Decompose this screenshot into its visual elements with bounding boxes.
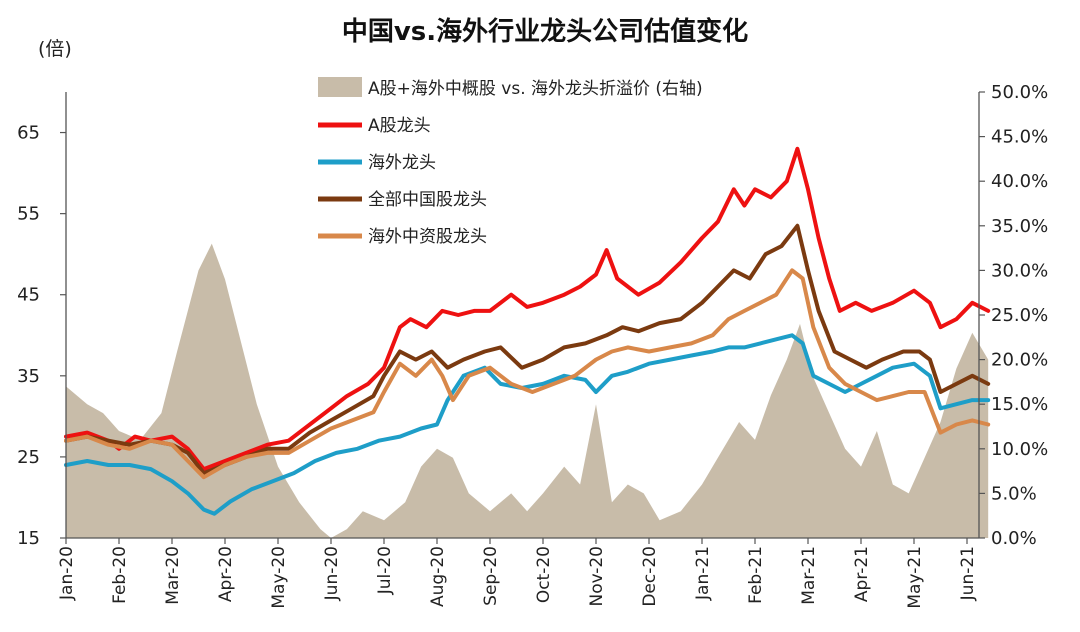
y-right-tick-label: 0.0%	[991, 528, 1037, 549]
y-right-ticks: 0.0% 5.0% 10.0% 15.0% 20.0% 25.0% 30.0% 35.0% 40…	[979, 82, 1048, 549]
x-tick-label: Jun-20	[322, 546, 342, 601]
y-right-tick-label: 50.0%	[991, 82, 1048, 103]
y-left-tick-label: 25	[17, 447, 40, 468]
y-left-tick-label: 65	[17, 123, 40, 144]
x-tick-label: Jan-20	[57, 546, 77, 601]
series-lines-layer	[64, 146, 991, 516]
legend-swatch-area	[318, 77, 362, 97]
legend-label: 海外中资股龙头	[368, 227, 487, 247]
x-tick-label: Feb-20	[110, 546, 130, 604]
x-ticks: Jan-20 Feb-20 Mar-20 Apr-20 May-20 Jun-20 Jul-…	[57, 538, 978, 609]
x-tick-label: Jul-20	[375, 546, 395, 595]
x-tick-label: Mar-20	[163, 546, 183, 605]
y-left-unit-label: (倍)	[38, 38, 72, 60]
legend-label: 全部中国股龙头	[368, 190, 487, 210]
y-left-tick-label: 15	[17, 528, 40, 549]
x-tick-label: Apr-20	[216, 546, 236, 602]
y-left-tick-label: 35	[17, 366, 40, 387]
x-tick-label: Jan-21	[693, 546, 713, 601]
y-right-tick-label: 45.0%	[991, 127, 1048, 148]
y-left-tick-label: 45	[17, 285, 40, 306]
y-right-tick-label: 40.0%	[991, 171, 1048, 192]
legend-label: 海外龙头	[368, 153, 436, 173]
legend-label: A股龙头	[368, 116, 431, 136]
series-line-1	[64, 146, 991, 472]
y-right-tick-label: 5.0%	[991, 483, 1037, 504]
x-tick-label: Apr-21	[852, 546, 872, 602]
x-tick-label: May-21	[905, 546, 925, 609]
y-right-tick-label: 15.0%	[991, 394, 1048, 415]
x-tick-label: Dec-20	[640, 546, 660, 607]
y-right-tick-label: 20.0%	[991, 350, 1048, 371]
y-left-ticks: 15 25 35 45 55 65	[17, 123, 66, 549]
x-tick-label: Nov-20	[587, 546, 607, 607]
y-right-tick-label: 35.0%	[991, 216, 1048, 237]
premium-area-layer	[66, 243, 989, 538]
x-tick-label: Aug-20	[428, 546, 448, 607]
y-right-tick-label: 30.0%	[991, 260, 1048, 281]
x-tick-label: May-20	[269, 546, 289, 609]
x-tick-label: Mar-21	[799, 546, 819, 605]
x-tick-label: Oct-20	[534, 546, 554, 603]
premium-area	[66, 243, 989, 538]
y-left-tick-label: 55	[17, 204, 40, 225]
series-line-4	[64, 268, 991, 480]
x-tick-label: Sep-20	[481, 546, 501, 606]
y-right-tick-label: 25.0%	[991, 305, 1048, 326]
legend: A股+海外中概股 vs. 海外龙头折溢价 (右轴) A股龙头海外龙头全部中国股龙头…	[318, 77, 703, 247]
x-tick-label: Feb-21	[746, 546, 766, 604]
x-tick-label: Jun-21	[958, 546, 978, 601]
chart-title: 中国vs.海外行业龙头公司估值变化	[342, 16, 748, 47]
series-line-2	[64, 333, 991, 516]
y-right-tick-label: 10.0%	[991, 439, 1048, 460]
legend-label: A股+海外中概股 vs. 海外龙头折溢价 (右轴)	[368, 79, 703, 99]
